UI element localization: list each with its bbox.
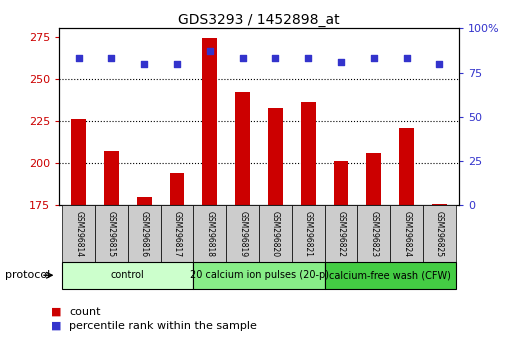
Point: [140, 61, 148, 67]
Text: GSM296824: GSM296824: [402, 211, 411, 257]
Text: ■: ■: [51, 307, 62, 316]
Bar: [325, 205, 358, 262]
Text: GSM296819: GSM296819: [238, 211, 247, 257]
Bar: [432, 204, 447, 205]
Point: [337, 59, 345, 65]
Bar: [62, 205, 95, 262]
Point: [74, 56, 83, 61]
Bar: [193, 262, 325, 289]
Point: [370, 56, 378, 61]
Bar: [259, 205, 292, 262]
Bar: [226, 205, 259, 262]
Bar: [62, 262, 193, 289]
Point: [271, 56, 280, 61]
Text: GSM296825: GSM296825: [435, 211, 444, 257]
Text: GSM296820: GSM296820: [271, 211, 280, 257]
Point: [239, 56, 247, 61]
Text: GSM296818: GSM296818: [205, 211, 214, 257]
Text: protocol: protocol: [5, 270, 50, 280]
Bar: [301, 103, 315, 205]
Text: count: count: [69, 307, 101, 316]
Bar: [358, 205, 390, 262]
Text: GSM296814: GSM296814: [74, 211, 83, 257]
Text: GSM296816: GSM296816: [140, 211, 149, 257]
Point: [436, 61, 444, 67]
Bar: [203, 39, 217, 205]
Title: GDS3293 / 1452898_at: GDS3293 / 1452898_at: [178, 13, 340, 27]
Text: GSM296822: GSM296822: [337, 211, 346, 257]
Point: [206, 48, 214, 54]
Point: [304, 56, 312, 61]
Bar: [292, 205, 325, 262]
Bar: [325, 262, 456, 289]
Bar: [333, 161, 348, 205]
Bar: [104, 152, 119, 205]
Bar: [423, 205, 456, 262]
Point: [173, 61, 181, 67]
Bar: [390, 205, 423, 262]
Text: control: control: [111, 270, 145, 280]
Text: GSM296817: GSM296817: [172, 211, 182, 257]
Bar: [366, 153, 381, 205]
Bar: [128, 205, 161, 262]
Bar: [161, 205, 193, 262]
Point: [107, 56, 115, 61]
Text: GSM296815: GSM296815: [107, 211, 116, 257]
Bar: [399, 128, 414, 205]
Bar: [95, 205, 128, 262]
Bar: [193, 205, 226, 262]
Bar: [170, 173, 185, 205]
Text: 20 calcium ion pulses (20-p): 20 calcium ion pulses (20-p): [190, 270, 328, 280]
Text: GSM296823: GSM296823: [369, 211, 379, 257]
Text: calcium-free wash (CFW): calcium-free wash (CFW): [329, 270, 451, 280]
Bar: [137, 197, 152, 205]
Bar: [235, 92, 250, 205]
Point: [403, 56, 411, 61]
Text: percentile rank within the sample: percentile rank within the sample: [69, 321, 257, 331]
Bar: [71, 119, 86, 205]
Bar: [268, 108, 283, 205]
Text: GSM296821: GSM296821: [304, 211, 313, 257]
Text: ■: ■: [51, 321, 62, 331]
